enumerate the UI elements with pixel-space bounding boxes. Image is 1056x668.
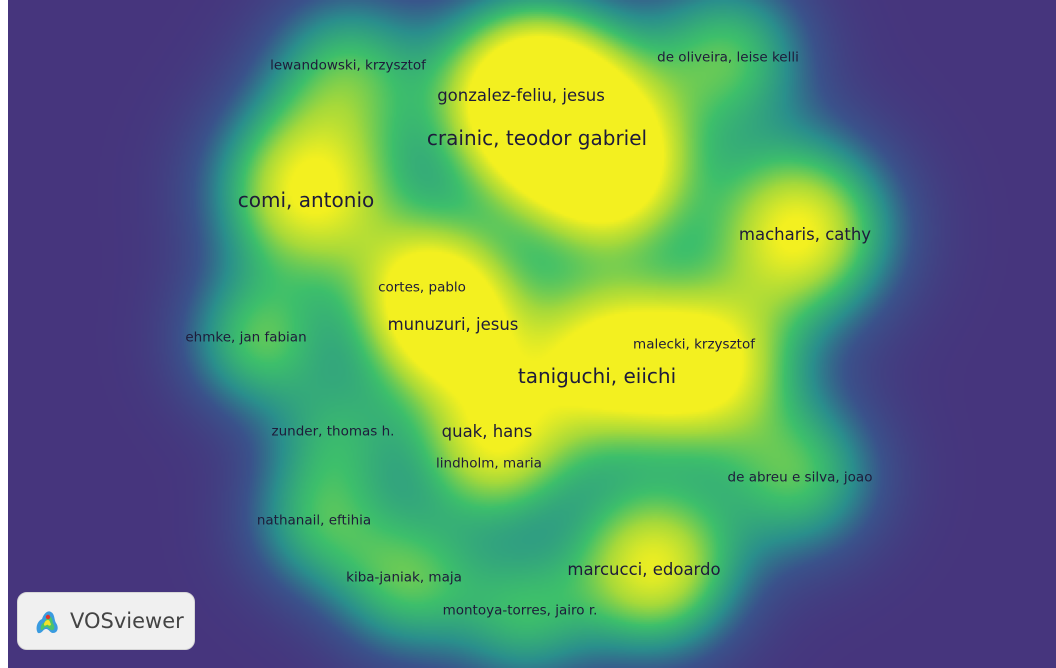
- node-label-munuzuri[interactable]: munuzuri, jesus: [387, 314, 519, 334]
- node-label-malecki[interactable]: malecki, krzysztof: [633, 336, 755, 353]
- vosviewer-logo-button[interactable]: VOSviewer: [17, 592, 195, 650]
- node-label-gonzalez-feliu[interactable]: gonzalez-feliu, jesus: [437, 85, 605, 105]
- node-label-ehmke[interactable]: ehmke, jan fabian: [185, 329, 307, 346]
- density-heatmap: [8, 0, 1056, 668]
- node-label-lewandowski[interactable]: lewandowski, krzysztof: [270, 57, 426, 74]
- node-label-comi[interactable]: comi, antonio: [237, 188, 375, 212]
- node-label-zunder[interactable]: zunder, thomas h.: [271, 423, 395, 440]
- node-label-nathanail[interactable]: nathanail, eftihia: [256, 512, 372, 529]
- node-label-kiba-janiak[interactable]: kiba-janiak, maja: [346, 569, 462, 586]
- node-label-crainic[interactable]: crainic, teodor gabriel: [426, 126, 648, 150]
- node-label-macharis[interactable]: macharis, cathy: [738, 224, 872, 244]
- node-label-de-abreu-e-silva[interactable]: de abreu e silva, joao: [727, 469, 873, 486]
- node-label-lindholm[interactable]: lindholm, maria: [436, 455, 542, 472]
- density-map[interactable]: lewandowski, krzysztof gonzalez-feliu, j…: [8, 0, 1056, 668]
- node-label-cortes[interactable]: cortes, pablo: [378, 279, 466, 296]
- node-label-taniguchi[interactable]: taniguchi, eiichi: [517, 364, 677, 388]
- node-label-montoya-torres[interactable]: montoya-torres, jairo r.: [442, 602, 598, 619]
- node-label-de-oliveira[interactable]: de oliveira, leise kelli: [657, 49, 799, 66]
- vosviewer-logo-text: VOSviewer: [70, 609, 184, 633]
- node-label-quak[interactable]: quak, hans: [441, 421, 533, 441]
- vosviewer-logo-icon: [36, 611, 58, 634]
- node-label-marcucci[interactable]: marcucci, edoardo: [567, 559, 721, 579]
